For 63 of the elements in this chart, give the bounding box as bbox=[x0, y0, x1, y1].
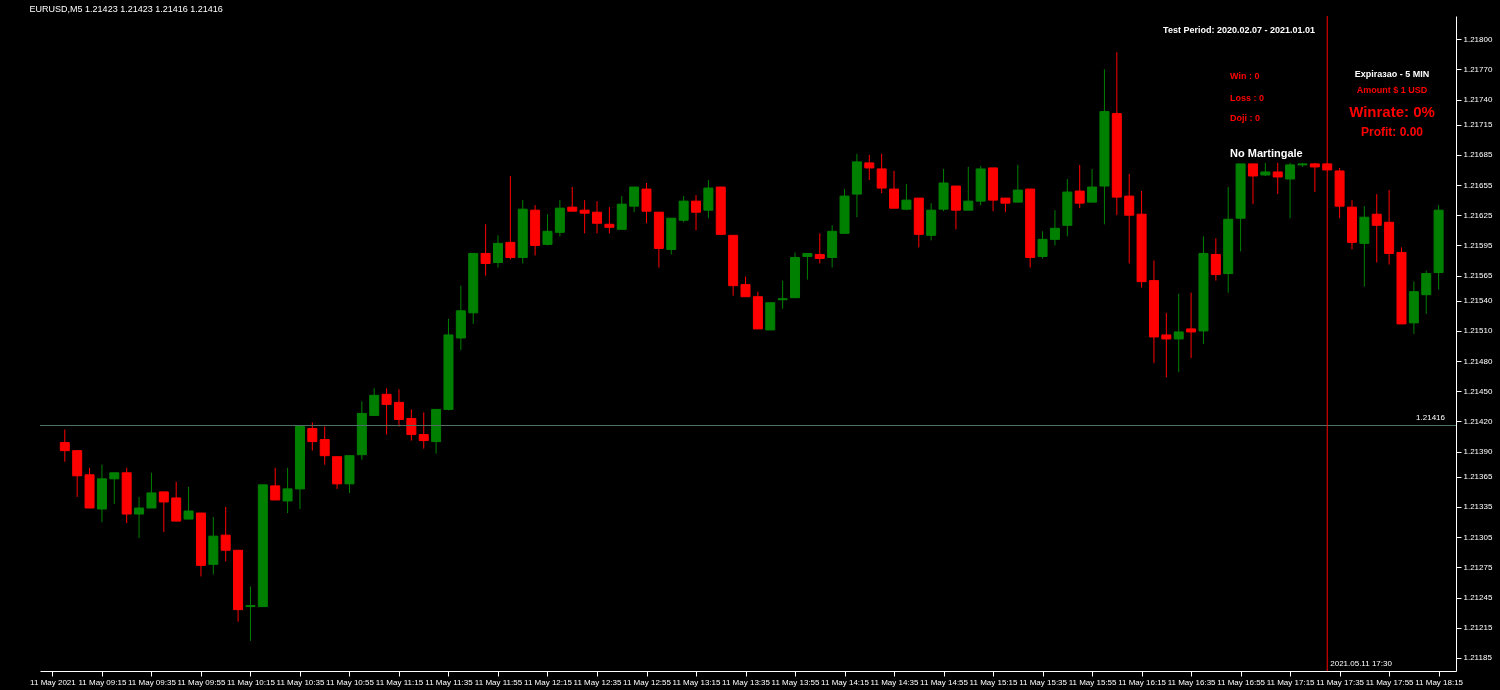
y-tick-label: 1.21625 bbox=[1463, 210, 1493, 220]
annotation: Winrate: 0% bbox=[1349, 103, 1435, 120]
y-tick-label: 1.21595 bbox=[1463, 240, 1493, 250]
x-tick-label: 11 May 11:35 bbox=[425, 677, 474, 687]
y-tick-label: 1.21770 bbox=[1463, 64, 1493, 74]
annotation: Expiraзao - 5 MIN bbox=[1354, 69, 1430, 79]
x-tick-label: 11 May 14:15 bbox=[821, 677, 870, 687]
y-tick-label: 1.21365 bbox=[1463, 472, 1493, 482]
y-tick-label: 1.21245 bbox=[1463, 593, 1493, 603]
ref-line-label: 2021.05.11 17:30 bbox=[1330, 659, 1393, 668]
x-tick-label: 11 May 13:55 bbox=[771, 677, 821, 687]
y-tick-label: 1.21715 bbox=[1463, 120, 1493, 130]
x-tick-label: 11 May 18:15 bbox=[1415, 677, 1464, 687]
x-tick-label: 11 May 11:15 bbox=[375, 677, 424, 687]
y-tick-label: 1.21185 bbox=[1463, 653, 1493, 663]
x-tick-label: 11 May 16:15 bbox=[1118, 677, 1167, 687]
x-tick-label: 11 May 12:55 bbox=[623, 677, 672, 687]
y-tick-label: 1.21565 bbox=[1463, 271, 1493, 281]
x-tick-label: 11 May 10:55 bbox=[326, 677, 375, 687]
x-tick-label: 11 May 14:55 bbox=[920, 677, 969, 687]
annotation: Test Period: 2020.02.07 - 2021.01.01 bbox=[1163, 25, 1315, 35]
x-tick-label: 11 May 09:35 bbox=[127, 677, 177, 687]
ref-line-label: 1.21416 bbox=[1416, 412, 1446, 422]
x-tick-label: 11 May 09:15 bbox=[78, 677, 127, 687]
y-tick-label: 1.21275 bbox=[1463, 562, 1493, 572]
y-tick-label: 1.21510 bbox=[1463, 326, 1493, 336]
x-tick-label: 11 May 16:55 bbox=[1217, 677, 1266, 687]
x-tick-label: 11 May 11:55 bbox=[474, 677, 523, 687]
y-tick-label: 1.21215 bbox=[1463, 623, 1493, 633]
chart-title: EURUSD,M5 1.21423 1.21423 1.21416 1.21416 bbox=[29, 3, 223, 14]
y-tick-label: 1.21740 bbox=[1463, 95, 1493, 105]
annotation: No Martingale bbox=[1230, 147, 1303, 159]
x-tick-label: 11 May 13:15 bbox=[672, 677, 722, 687]
x-tick-label: 11 May 15:35 bbox=[1019, 677, 1068, 687]
y-tick-label: 1.21540 bbox=[1463, 296, 1493, 306]
y-tick-label: 1.21800 bbox=[1463, 34, 1493, 44]
x-tick-label: 11 May 17:55 bbox=[1365, 677, 1415, 687]
x-tick-label: 11 May 12:35 bbox=[573, 677, 622, 687]
x-tick-label: 11 May 13:35 bbox=[722, 677, 771, 687]
x-tick-label: 11 May 15:55 bbox=[1068, 677, 1118, 687]
x-tick-label: 11 May 12:15 bbox=[524, 677, 573, 687]
y-tick-label: 1.21685 bbox=[1463, 150, 1493, 160]
x-tick-label: 11 May 17:15 bbox=[1266, 677, 1316, 687]
x-tick-label: 11 May 10:15 bbox=[227, 677, 276, 687]
annotation: Win : 0 bbox=[1230, 71, 1260, 81]
y-tick-label: 1.21420 bbox=[1463, 416, 1493, 426]
y-tick-label: 1.21450 bbox=[1463, 386, 1493, 396]
x-tick-label: 11 May 17:35 bbox=[1316, 677, 1365, 687]
annotation: Doji : 0 bbox=[1230, 113, 1261, 123]
y-tick-label: 1.21480 bbox=[1463, 356, 1493, 366]
x-tick-label: 11 May 2021 bbox=[30, 677, 77, 687]
annotation: Amount $ 1 USD bbox=[1356, 85, 1428, 95]
annotation: Loss : 0 bbox=[1230, 93, 1265, 103]
y-tick-label: 1.21305 bbox=[1463, 532, 1493, 542]
y-tick-label: 1.21390 bbox=[1463, 447, 1493, 457]
x-tick-label: 11 May 09:55 bbox=[177, 677, 226, 687]
y-tick-label: 1.21335 bbox=[1463, 502, 1493, 512]
annotation: Profit: 0.00 bbox=[1360, 125, 1424, 139]
x-tick-label: 11 May 10:35 bbox=[276, 677, 325, 687]
x-tick-label: 11 May 14:35 bbox=[870, 677, 920, 687]
x-tick-label: 11 May 15:15 bbox=[969, 677, 1019, 687]
x-tick-label: 11 May 16:35 bbox=[1167, 677, 1217, 687]
y-tick-label: 1.21655 bbox=[1463, 180, 1493, 190]
